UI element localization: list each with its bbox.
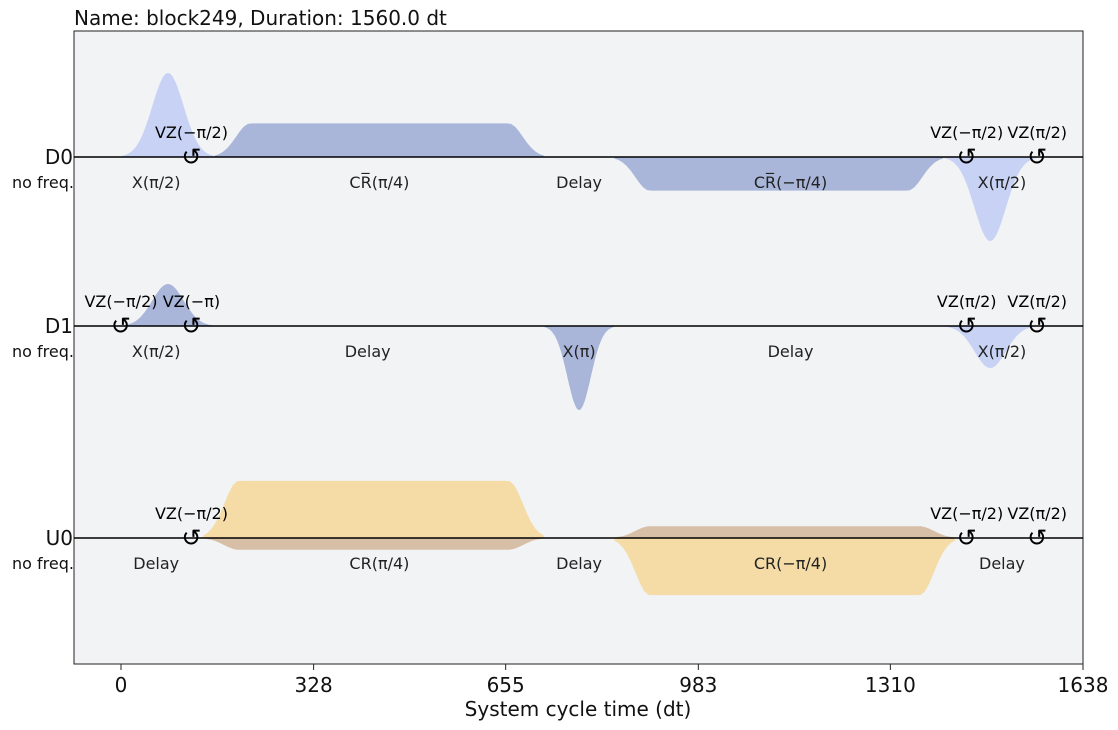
frame-change-label-d1-0: VZ(−π/2): [84, 292, 157, 311]
frame-change-label-d1-3: VZ(π/2): [1007, 292, 1067, 311]
x-tick-label-1: 328: [295, 673, 333, 697]
instruction-label-d0-3: CR̅(−π/4): [754, 173, 827, 192]
pulse-u0-2: [614, 526, 955, 538]
frame-change-icon-d1-2: ↺: [957, 312, 977, 340]
pulse-d1-1: [543, 326, 615, 410]
pulse-u0-3: [614, 538, 955, 596]
frame-change-label-d1-2: VZ(π/2): [937, 292, 997, 311]
x-axis-label: System cycle time (dt): [465, 697, 692, 721]
frame-change-label-d0-2: VZ(π/2): [1007, 123, 1067, 142]
pulse-d1-2: [943, 326, 1038, 368]
frame-change-icon-d0-1: ↺: [957, 143, 977, 171]
labels-layer: D0 no freq. X(π/2) CR̅(π/4) Delay CR̅(−π/4) X(…: [12, 123, 1067, 573]
pulse-d0-0: [121, 73, 215, 157]
frame-change-label-d1-1: VZ(−π): [163, 292, 220, 311]
pulses-layer: [121, 73, 1038, 596]
freq-label-u0: no freq.: [12, 554, 74, 573]
channel-label-d0: D0: [45, 145, 73, 169]
frame-change-icon-d1-3: ↺: [1027, 312, 1047, 340]
instruction-label-d1-0: X(π/2): [132, 342, 181, 361]
pulse-u0-1: [203, 538, 544, 550]
frame-change-icon-d0-0: ↺: [181, 143, 201, 171]
instruction-label-d0-4: X(π/2): [978, 173, 1027, 192]
frame-change-icon-d1-0: ↺: [111, 312, 131, 340]
frame-change-icon-u0-0: ↺: [181, 524, 201, 552]
instruction-label-d0-0: X(π/2): [132, 173, 181, 192]
frame-change-label-d0-1: VZ(−π/2): [930, 123, 1003, 142]
frame-change-icon-d0-2: ↺: [1027, 143, 1047, 171]
instruction-label-d1-4: X(π/2): [978, 342, 1027, 361]
baselines-layer: [74, 156, 1083, 539]
frame-change-label-u0-0: VZ(−π/2): [155, 504, 228, 523]
instruction-label-d1-2: X(π): [563, 342, 596, 361]
channel-label-d1: D1: [45, 314, 73, 338]
x-tick-label-4: 1310: [865, 673, 916, 697]
frame-change-icon-u0-1: ↺: [957, 524, 977, 552]
x-axis: 0 328 655 983 1310 1638: [115, 664, 1109, 697]
pulse-d0-1: [215, 123, 544, 157]
frame-change-icon-d1-1: ↺: [181, 312, 201, 340]
instruction-label-u0-3: CR(−π/4): [754, 554, 827, 573]
instruction-label-u0-2: Delay: [556, 554, 602, 573]
freq-label-d0: no freq.: [12, 173, 74, 192]
instruction-label-d1-1: Delay: [345, 342, 391, 361]
channel-label-u0: U0: [46, 526, 73, 550]
instruction-label-d0-2: Delay: [556, 173, 602, 192]
chart-title: Name: block249, Duration: 1560.0 dt: [74, 6, 447, 30]
frame-change-label-u0-1: VZ(−π/2): [930, 504, 1003, 523]
x-tick-label-2: 655: [487, 673, 525, 697]
pulse-d1-0: [121, 284, 215, 326]
instruction-label-u0-4: Delay: [979, 554, 1025, 573]
instruction-label-u0-0: Delay: [133, 554, 179, 573]
x-tick-label-0: 0: [115, 673, 128, 697]
pulse-d0-2: [614, 157, 944, 191]
pulse-d0-3: [943, 157, 1038, 241]
x-tick-label-3: 983: [679, 673, 717, 697]
x-tick-label-5: 1638: [1058, 673, 1109, 697]
frame-change-label-u0-2: VZ(π/2): [1007, 504, 1067, 523]
frame-change-icon-u0-2: ↺: [1027, 524, 1047, 552]
instruction-label-d1-3: Delay: [768, 342, 814, 361]
instruction-label-u0-1: CR(π/4): [349, 554, 409, 573]
instruction-label-d0-1: CR̅(π/4): [349, 173, 409, 192]
freq-label-d1: no freq.: [12, 342, 74, 361]
frame-change-label-d0-0: VZ(−π/2): [155, 123, 228, 142]
pulse-u0-0: [203, 480, 544, 538]
